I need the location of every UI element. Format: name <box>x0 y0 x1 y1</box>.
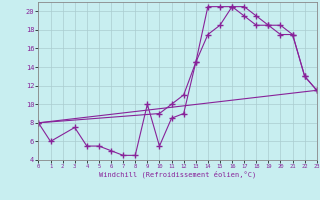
X-axis label: Windchill (Refroidissement éolien,°C): Windchill (Refroidissement éolien,°C) <box>99 171 256 178</box>
